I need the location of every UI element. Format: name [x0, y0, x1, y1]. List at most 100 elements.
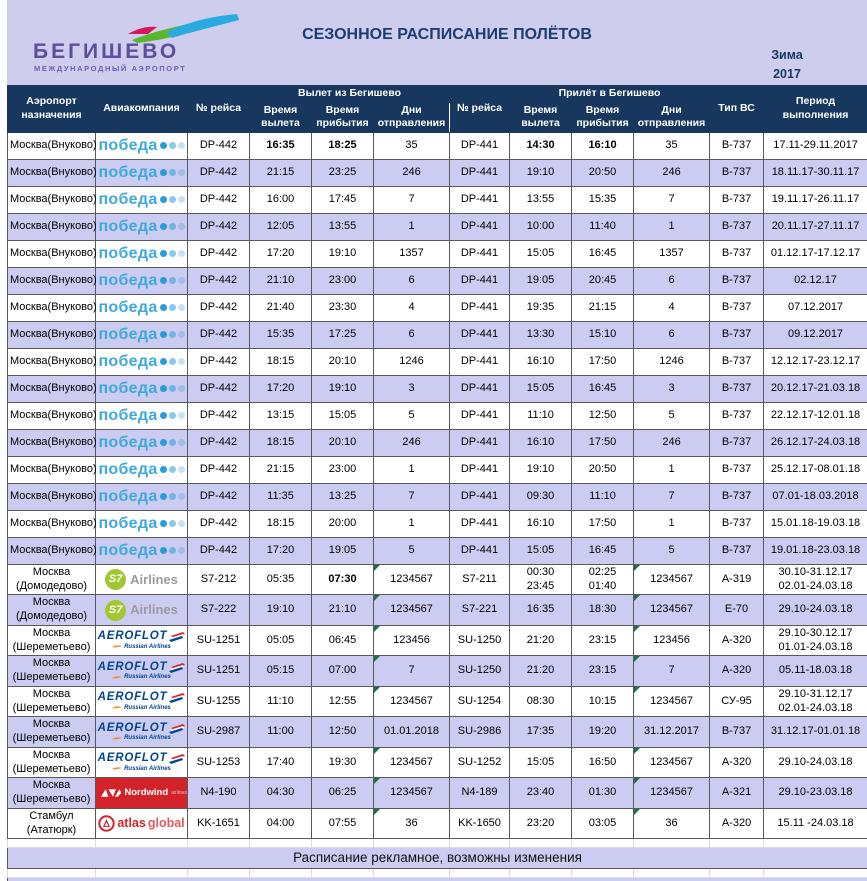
cell-in-dep-time: 19:10	[509, 455, 573, 484]
cell-in-flight-no: DP-441	[449, 347, 511, 376]
pobeda-dot-icon	[177, 196, 185, 204]
cell-out-arr-time: 20:10	[311, 347, 374, 376]
page-title: СЕЗОННОЕ РАСПИСАНИЕ ПОЛЁТОВ	[302, 26, 592, 43]
pobeda-logo-text: победа	[98, 460, 158, 478]
cell-out-arr-time: 23:25	[311, 158, 374, 187]
cell-airport: Москва(Внуково)	[7, 347, 97, 376]
table-row: Москва(Внуково) победа DP-442 21:15 23:00 1 DP…	[7, 455, 867, 484]
cell-in-flight-no: SU-2986	[449, 716, 511, 748]
cell-period: 05.11-18.03.18	[763, 655, 867, 687]
cell-airport: Стамбул (Ататюрк)	[7, 807, 96, 840]
pobeda-logo: победа	[98, 541, 185, 561]
cell-out-arr-time: 19:10	[311, 239, 374, 268]
pobeda-dot-icon	[159, 196, 167, 204]
nordwind-logo-text: Nordwind	[124, 787, 169, 799]
aeroflot-logo: AEROFLOT Russian Airlines	[98, 661, 186, 680]
cell-airport: Москва(Внуково)	[7, 293, 97, 322]
note-disclaimer: Расписание рекламное, возможны изменения	[6, 847, 867, 870]
s7-logo-text: Airlines	[130, 571, 178, 587]
cell-out-dep-time: 21:10	[249, 266, 312, 295]
cell-out-flight-no: DP-442	[187, 158, 250, 187]
cell-airport: Москва(Внуково)	[7, 509, 97, 538]
cell-in-days: 123456	[633, 624, 711, 657]
aeroflot-logo: AEROFLOT Russian Airlines	[98, 722, 186, 741]
cell-aircraft-type: B-737	[709, 266, 765, 295]
pobeda-dot-icon	[168, 196, 176, 204]
cell-period: 17.11-29.11.2017	[763, 131, 867, 160]
pobeda-dot-icon	[159, 385, 167, 393]
pobeda-dot-icon	[168, 142, 176, 150]
pobeda-logo: победа	[98, 460, 185, 480]
table-row: Москва(Внуково) победа DP-442 17:20 19:05 5 DP…	[7, 536, 867, 565]
pobeda-logo-text: победа	[98, 190, 158, 208]
cell-airline: Nordwind airlines	[95, 777, 188, 809]
cell-out-dep-time: 05:15	[249, 655, 312, 687]
cell-out-flight-no: DP-442	[187, 428, 250, 457]
cell-in-flight-no: DP-441	[449, 536, 511, 565]
cell-aircraft-type: B-737	[709, 455, 765, 484]
cell-aircraft-type: B-737	[709, 185, 765, 214]
pobeda-logo-text: победа	[98, 271, 158, 289]
cell-out-days: 7	[372, 185, 451, 214]
pobeda-dot-icon	[159, 250, 167, 258]
pobeda-dot-icon	[168, 385, 176, 393]
cell-aircraft-type: A-321	[709, 777, 765, 809]
pobeda-dot-icon	[159, 520, 167, 528]
cell-in-days: 3	[633, 374, 711, 403]
cell-out-days: 1246	[372, 347, 451, 376]
cell-in-dep-time: 13:55	[509, 185, 573, 214]
s7-logo: S7 Airlines	[98, 569, 185, 591]
pobeda-dot-icon	[168, 304, 176, 312]
cell-aircraft-type: B-737	[709, 347, 765, 376]
cell-airport: Москва(Внуково)	[7, 239, 97, 268]
table-row: Москва (Шереметьево) AEROFLOT Russian Airl…	[7, 685, 867, 718]
cell-in-days: 246	[633, 428, 711, 457]
aeroflot-logo-sub: Russian Airlines	[112, 674, 171, 680]
table-row: Москва(Внуково) победа DP-442 18:15 20:10 124…	[7, 347, 867, 376]
cell-in-dep-time: 11:10	[509, 401, 573, 430]
pobeda-logo: победа	[98, 352, 185, 372]
cell-in-arr-time: 20:50	[571, 455, 635, 484]
cell-out-days: 01.01.2018	[372, 716, 451, 748]
cell-in-dep-time: 10:00	[509, 212, 573, 241]
cell-in-flight-no: DP-441	[449, 158, 511, 187]
pobeda-dot-icon	[177, 331, 185, 339]
cell-out-days: 35	[372, 131, 451, 160]
cell-in-days: 7	[633, 482, 711, 511]
cell-in-arr-time: 16:45	[571, 536, 635, 565]
pobeda-dot-icon	[159, 304, 167, 312]
cell-in-dep-time: 19:10	[509, 158, 573, 187]
pobeda-dot-icon	[168, 493, 176, 501]
cell-in-dep-time: 19:35	[509, 293, 573, 322]
atlasglobal-circle-a-icon	[98, 815, 116, 832]
col-header-out-arr-time: Время прибытия	[311, 101, 374, 133]
cell-in-days: 246	[633, 158, 711, 187]
cell-airport: Москва (Домодедово)	[7, 594, 96, 626]
pobeda-dot-icon	[159, 277, 167, 285]
cell-out-flight-no: DP-442	[187, 482, 250, 511]
cell-out-flight-no: SU-1253	[187, 746, 250, 779]
cell-period: 12.12.17-23.12.17	[763, 347, 867, 376]
pobeda-logo: победа	[98, 163, 185, 183]
cell-out-flight-no: DP-442	[187, 212, 250, 241]
schedule-table: Аэропорт назначения Авиакомпания № рейса…	[6, 85, 867, 881]
cell-in-flight-no: DP-441	[449, 428, 511, 457]
pobeda-logo-text: победа	[98, 541, 158, 559]
cell-airport: Москва (Шереметьево)	[7, 777, 96, 809]
aeroflot-logo-text: AEROFLOT	[97, 691, 168, 704]
pobeda-logo-text: победа	[98, 298, 158, 316]
cell-out-dep-time: 18:15	[249, 347, 312, 376]
cell-airport: Москва(Внуково)	[7, 401, 97, 430]
season-label: Зима 2017	[727, 46, 847, 84]
cell-in-flight-no: KK-1650	[449, 807, 511, 840]
cell-period: 18.11.17-30.11.17	[763, 158, 867, 187]
airport-logo: БЕГИШЕВО МЕЖДУНАРОДНЫЙ АЭРОПОРТ	[25, 8, 255, 78]
airport-logo-name: БЕГИШЕВО	[33, 40, 180, 63]
cell-in-dep-time: 09:30	[509, 482, 573, 511]
pobeda-logo: победа	[98, 433, 185, 453]
pobeda-dot-icon	[168, 169, 176, 177]
cell-in-flight-no: N4-189	[449, 777, 511, 809]
pobeda-dot-icon	[177, 358, 185, 366]
cell-in-dep-time: 08:30	[509, 685, 573, 718]
cell-in-arr-time: 17:50	[571, 347, 635, 376]
